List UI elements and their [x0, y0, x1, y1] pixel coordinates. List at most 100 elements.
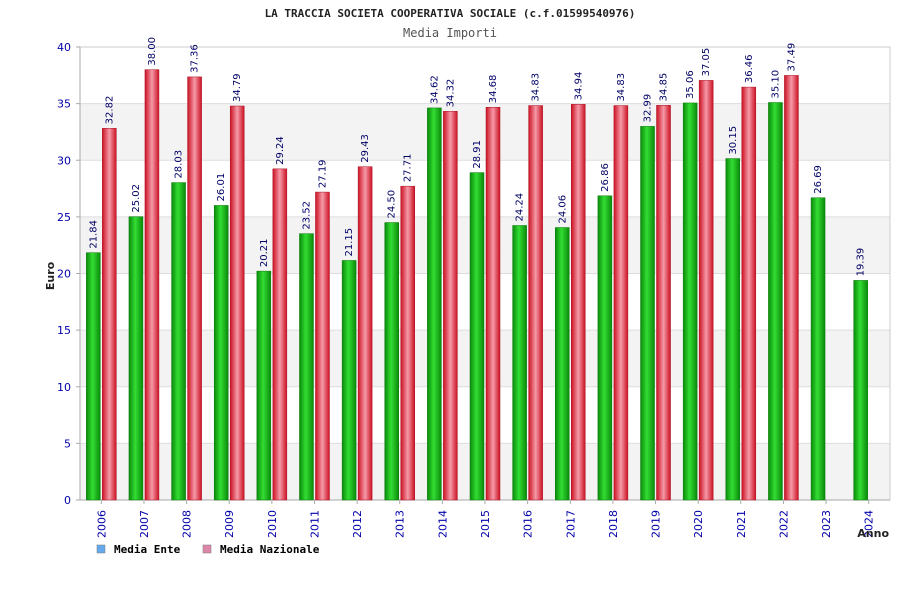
y-tick-label: 25: [57, 211, 71, 224]
bar-media-ente-2011: [299, 233, 314, 501]
x-tick-label-2021: 2021: [735, 510, 748, 538]
legend-swatch-media-ente: [96, 544, 106, 554]
bar-media-ente-2016: [512, 225, 527, 501]
chart-subtitle: Media Importi: [403, 26, 497, 40]
data-label-media-nazionale-2007: 38.00: [147, 37, 158, 66]
bar-media-ente-2007: [128, 216, 144, 501]
x-tick-label-2006: 2006: [95, 510, 108, 538]
x-tick-label-2009: 2009: [223, 510, 236, 538]
x-tick-label-2013: 2013: [394, 510, 407, 538]
bar-media-ente-2021: [725, 158, 741, 501]
data-label-media-ente-2024: 19.39: [856, 248, 867, 277]
data-label-media-ente-2018: 26.86: [600, 163, 611, 192]
x-axis-label: Anno: [857, 527, 889, 540]
bar-media-nazionale-2011: [315, 191, 330, 501]
bar-media-nazionale-2008: [187, 76, 202, 501]
data-label-media-ente-2014: 34.62: [429, 75, 440, 104]
data-label-media-ente-2009: 26.01: [216, 173, 227, 202]
bar-media-nazionale-2006: [102, 128, 117, 501]
bar-media-ente-2022: [768, 102, 783, 501]
data-label-media-nazionale-2022: 37.49: [786, 43, 797, 72]
x-tick-label-2008: 2008: [181, 510, 194, 538]
x-tick-label-2010: 2010: [266, 510, 279, 538]
x-tick-label-2022: 2022: [777, 510, 790, 538]
bar-media-nazionale-2019: [656, 105, 671, 501]
x-tick-label-2016: 2016: [522, 510, 535, 538]
x-tick-label-2024: 2024: [863, 510, 876, 538]
x-tick-label-2017: 2017: [564, 510, 577, 538]
data-label-media-nazionale-2016: 34.83: [531, 73, 542, 102]
bar-media-ente-2015: [469, 172, 485, 501]
bar-media-nazionale-2018: [613, 105, 629, 501]
data-label-media-nazionale-2014: 34.32: [445, 79, 456, 108]
bar-media-nazionale-2009: [229, 105, 245, 501]
data-label-media-ente-2015: 28.91: [472, 140, 483, 169]
data-label-media-nazionale-2017: 34.94: [573, 72, 584, 101]
bar-media-nazionale-2022: [784, 75, 799, 501]
data-label-media-nazionale-2011: 27.19: [317, 159, 328, 188]
bar-media-nazionale-2014: [443, 111, 458, 501]
x-tick-label-2023: 2023: [820, 510, 833, 538]
x-tick-label-2007: 2007: [138, 510, 151, 538]
data-label-media-ente-2007: 25.02: [131, 184, 142, 213]
bar-media-nazionale-2016: [528, 105, 543, 501]
bar-media-nazionale-2012: [357, 166, 373, 501]
x-tick-label-2014: 2014: [436, 510, 449, 538]
y-tick-label: 10: [57, 381, 71, 394]
y-axis-label: Euro: [44, 261, 57, 290]
bar-media-ente-2014: [427, 107, 442, 501]
x-tick-label-2020: 2020: [692, 510, 705, 538]
data-label-media-ente-2016: 24.24: [515, 193, 526, 222]
data-label-media-ente-2022: 35.10: [770, 70, 781, 99]
data-label-media-ente-2019: 32.99: [643, 94, 654, 123]
x-ticks: 2006 2007 2008 2009 2010 2011 2012 2013 2014 2015…: [95, 500, 876, 538]
bar-media-ente-2012: [341, 260, 357, 501]
bar-media-nazionale-2007: [144, 69, 160, 501]
bars: [86, 69, 868, 501]
data-label-media-ente-2023: 26.69: [813, 165, 824, 194]
data-label-media-nazionale-2019: 34.85: [659, 73, 670, 102]
data-label-media-nazionale-2009: 34.79: [232, 73, 243, 102]
data-label-media-ente-2006: 21.84: [88, 220, 99, 249]
bar-media-ente-2008: [171, 182, 186, 501]
y-tick-label: 15: [57, 324, 71, 337]
legend-label-media-ente: Media Ente: [114, 543, 181, 556]
x-tick-label-2019: 2019: [650, 510, 663, 538]
bar-media-ente-2009: [213, 205, 229, 501]
legend-swatch-media-nazionale: [202, 544, 212, 554]
bar-media-nazionale-2021: [741, 86, 757, 501]
y-tick-label: 20: [57, 268, 71, 281]
data-label-media-nazionale-2012: 29.43: [360, 134, 371, 163]
data-label-media-nazionale-2008: 37.36: [190, 44, 201, 73]
bar-media-nazionale-2015: [485, 106, 501, 501]
data-label-media-nazionale-2010: 29.24: [275, 136, 286, 165]
legend-label-media-nazionale: Media Nazionale: [220, 543, 320, 556]
bar-media-ente-2010: [256, 270, 272, 501]
y-tick-label: 0: [64, 494, 71, 507]
data-label-media-ente-2010: 20.21: [259, 238, 270, 267]
data-label-media-ente-2021: 30.15: [728, 126, 739, 155]
data-label-media-nazionale-2013: 27.71: [403, 154, 414, 183]
y-tick-label: 5: [64, 437, 71, 450]
bar-media-ente-2013: [384, 222, 399, 501]
bar-media-ente-2006: [86, 252, 101, 501]
bar-media-ente-2020: [682, 102, 698, 501]
data-labels: 21.84 32.82 25.02 38.00 28.03 37.36 26.01 34.79…: [88, 37, 866, 276]
data-label-media-nazionale-2021: 36.46: [744, 54, 755, 83]
bar-media-ente-2023: [810, 197, 826, 501]
data-label-media-nazionale-2006: 32.82: [104, 96, 115, 125]
x-tick-label-2018: 2018: [607, 510, 620, 538]
data-label-media-ente-2020: 35.06: [685, 70, 696, 99]
bar-media-nazionale-2020: [698, 80, 714, 501]
bar-media-ente-2019: [640, 126, 655, 501]
bar-media-nazionale-2017: [571, 104, 586, 501]
legend: Media Ente Media Nazionale: [96, 543, 320, 556]
data-label-media-ente-2017: 24.06: [557, 195, 568, 224]
x-tick-label-2012: 2012: [351, 510, 364, 538]
data-label-media-nazionale-2015: 34.68: [488, 75, 499, 104]
data-label-media-nazionale-2020: 37.05: [701, 48, 712, 77]
data-label-media-nazionale-2018: 34.83: [616, 73, 627, 102]
y-tick-label: 40: [57, 41, 71, 54]
chart-title: LA TRACCIA SOCIETA COOPERATIVA SOCIALE (…: [265, 7, 636, 20]
